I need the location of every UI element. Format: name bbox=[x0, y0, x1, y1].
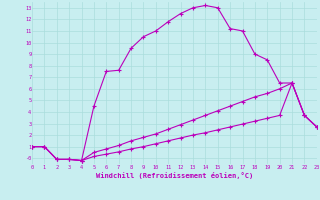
X-axis label: Windchill (Refroidissement éolien,°C): Windchill (Refroidissement éolien,°C) bbox=[96, 172, 253, 179]
